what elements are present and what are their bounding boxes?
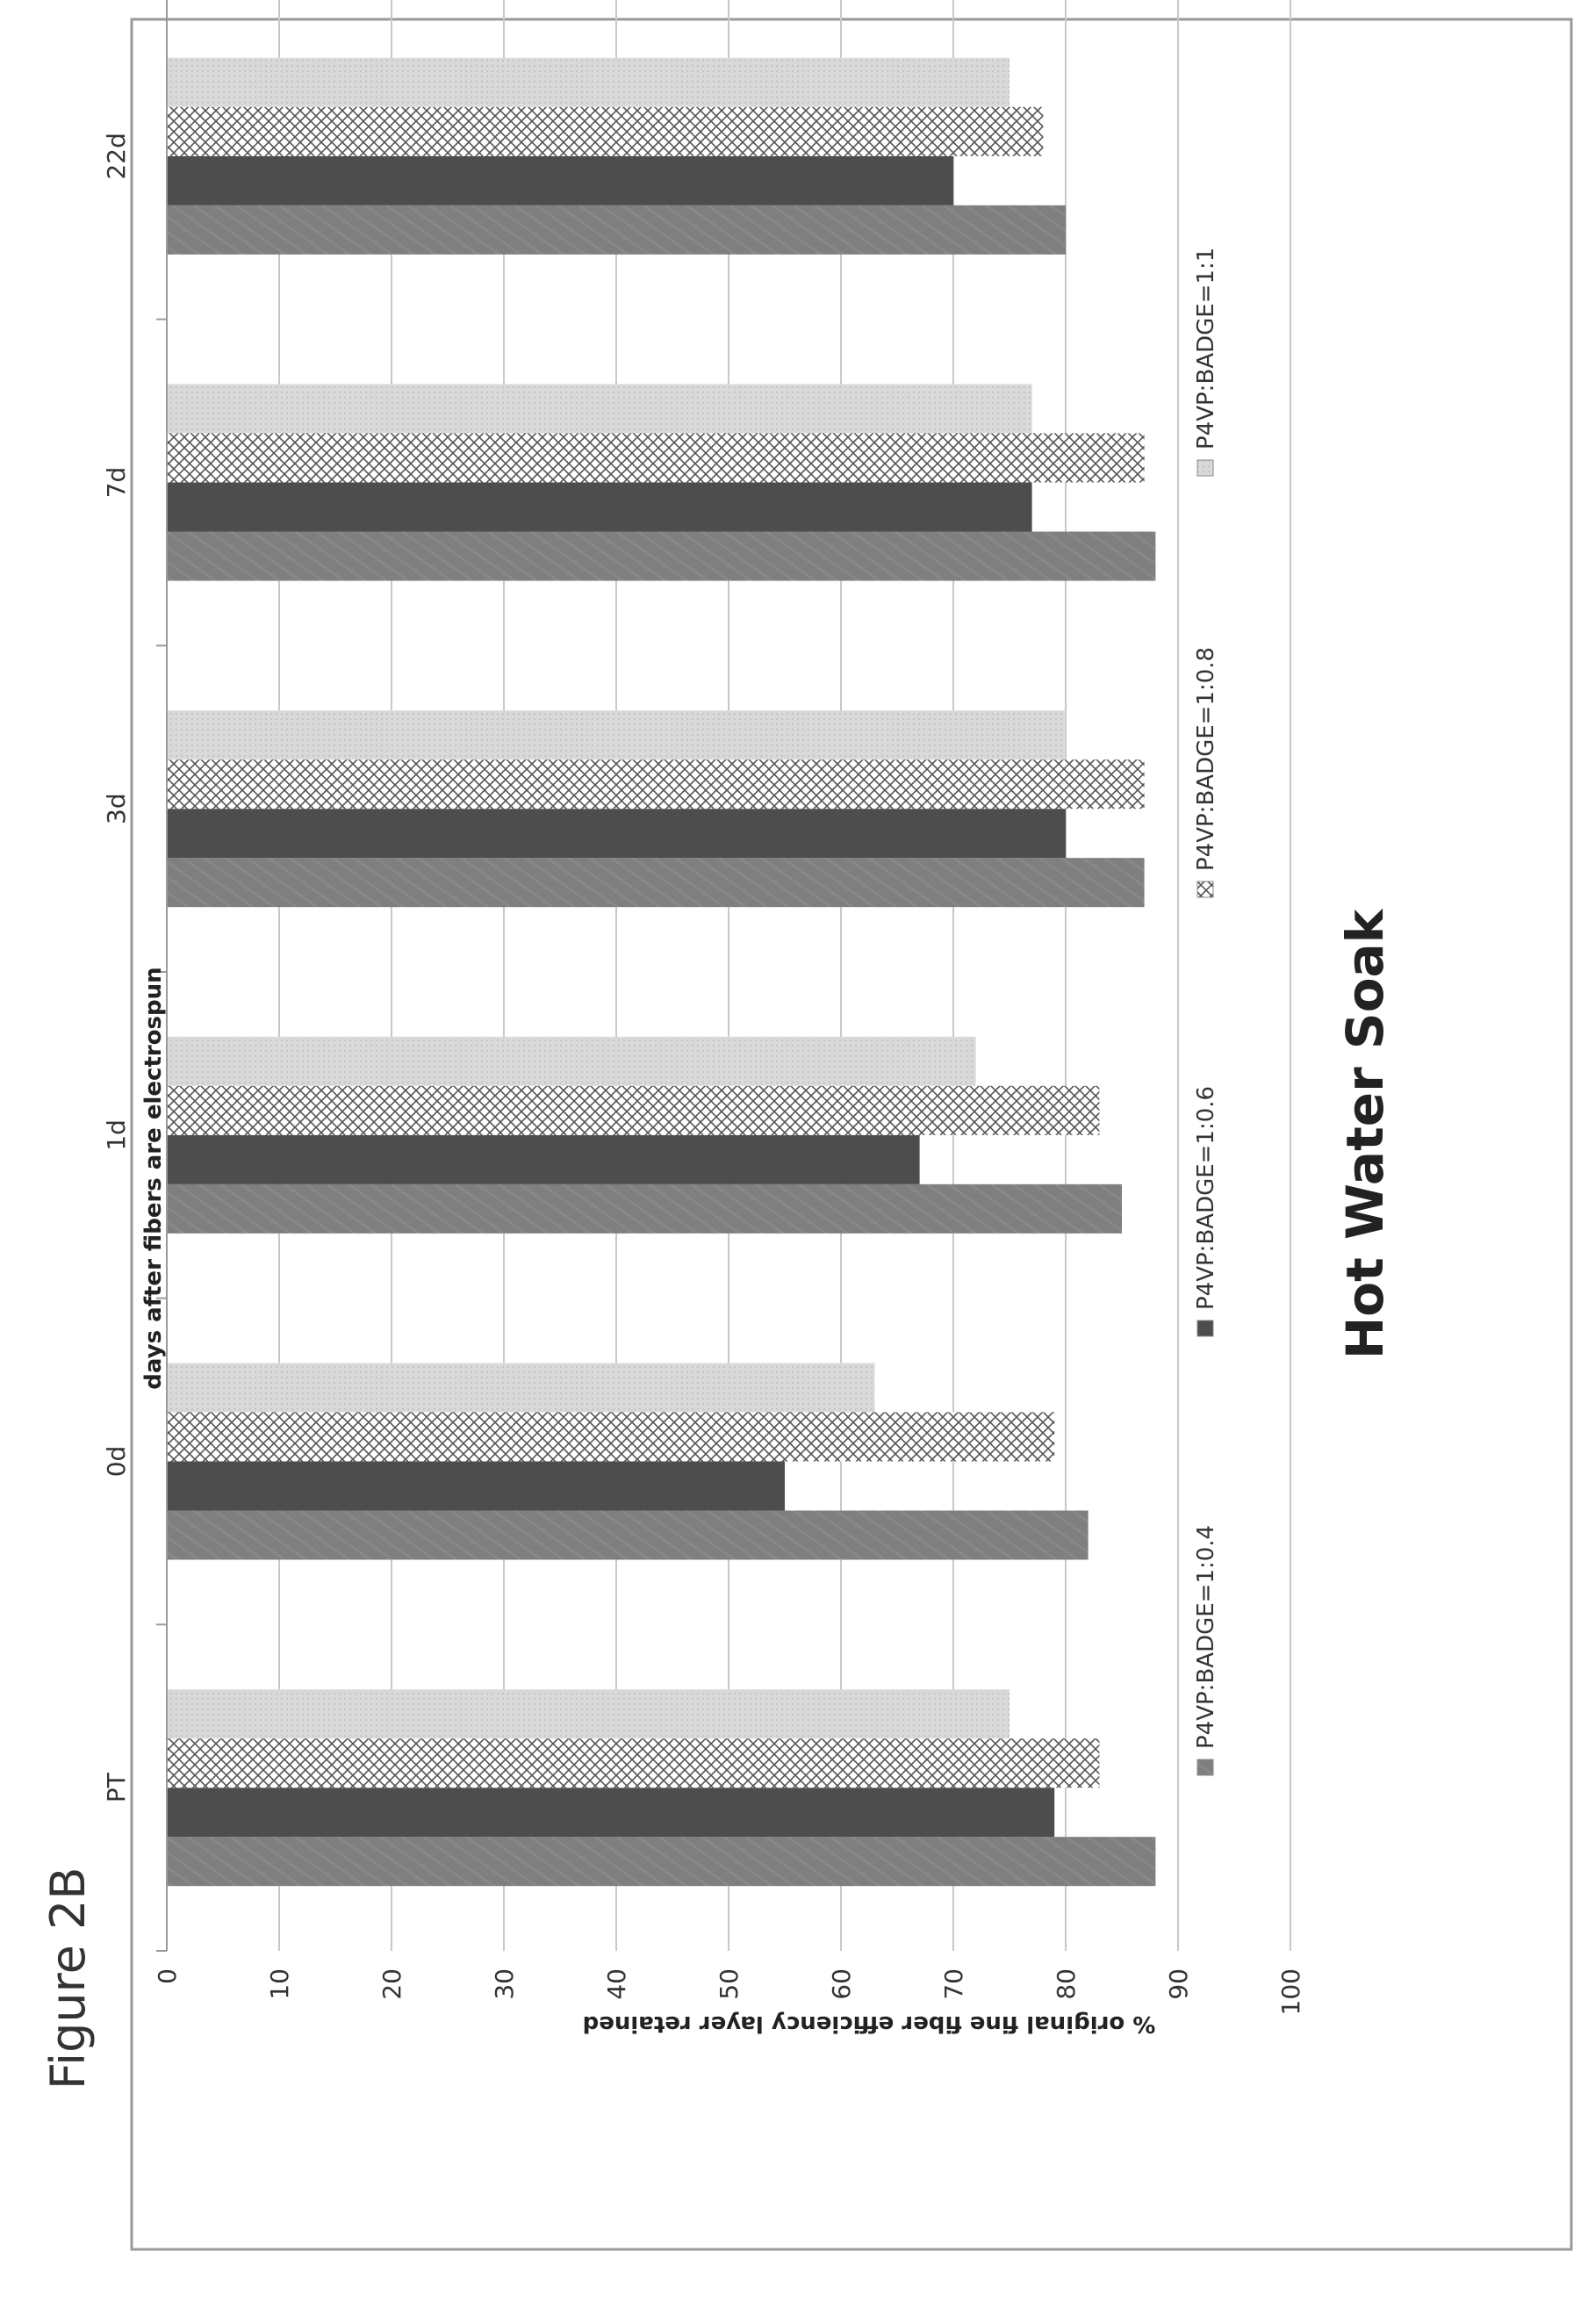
x-axis-title: days after fibers are electrospun xyxy=(140,967,167,1389)
y-tick-label: 90 xyxy=(1164,1968,1193,2000)
y-tick-label: 40 xyxy=(602,1968,631,2000)
bar xyxy=(167,155,953,205)
y-tick-label: 0 xyxy=(153,1968,182,1984)
legend-label: P4VP:BADGE=1:1 xyxy=(1193,248,1219,450)
chart-area: Hot Water Soak P4VP:BADGE=1:0.4P4VP:BADG… xyxy=(102,0,1395,2037)
bar xyxy=(167,809,1066,859)
x-tick-label: 7d xyxy=(102,467,131,499)
bar xyxy=(167,433,1145,483)
bar xyxy=(167,1036,976,1086)
y-tick-label: 100 xyxy=(1276,1968,1305,2015)
x-tick-label: PT xyxy=(102,1772,131,1802)
legend-label: P4VP:BADGE=1:0.8 xyxy=(1193,647,1219,871)
bar xyxy=(167,858,1145,908)
bar xyxy=(167,1363,875,1413)
legend-label: P4VP:BADGE=1:0.6 xyxy=(1193,1086,1219,1310)
y-tick-label: 70 xyxy=(939,1968,968,2000)
bar xyxy=(167,1788,1055,1838)
bar xyxy=(167,1412,1055,1462)
bar xyxy=(167,106,1044,156)
bar xyxy=(167,1134,920,1184)
bar xyxy=(167,384,1032,434)
x-tick-label: 1d xyxy=(102,1119,131,1151)
y-tick-label: 60 xyxy=(827,1968,856,2000)
chart-legend: P4VP:BADGE=1:0.4 P4VP:BADGE=1:0.6 P4VP:BAD… xyxy=(1193,248,1219,1776)
bar xyxy=(167,759,1145,809)
bar xyxy=(167,1738,1100,1788)
x-axis-ticks: PT 0d 1d 3d 7d 22d xyxy=(102,133,167,1952)
bar xyxy=(167,531,1156,581)
legend-swatch xyxy=(1196,459,1214,477)
bar xyxy=(167,1837,1156,1887)
y-tick-label: 30 xyxy=(490,1968,519,2000)
bar xyxy=(167,482,1032,532)
bar xyxy=(167,1689,1010,1739)
x-tick-label: 3d xyxy=(102,793,131,824)
y-tick-label: 10 xyxy=(265,1968,294,2000)
legend-swatch xyxy=(1196,881,1214,898)
legend-label: P4VP:BADGE=1:0.4 xyxy=(1193,1525,1219,1749)
y-axis-title: % original fine fiber efficiency layer r… xyxy=(583,2011,1156,2037)
bar xyxy=(167,57,1010,107)
legend-swatch xyxy=(1196,1320,1214,1337)
x-tick-label: 0d xyxy=(102,1446,131,1478)
bar xyxy=(167,205,1066,255)
bar xyxy=(167,1461,785,1511)
y-tick-label: 50 xyxy=(715,1968,744,2000)
figure-label: Figure 2B xyxy=(40,1867,96,2090)
chart-title: Hot Water Soak xyxy=(1335,908,1395,1359)
x-tick-label: 22d xyxy=(102,133,131,179)
chart-bars xyxy=(167,57,1156,1887)
bar xyxy=(167,1510,1089,1560)
y-axis-ticks: 0 10 20 30 40 50 60 70 80 90 100 xyxy=(153,1968,1305,2015)
bar xyxy=(167,710,1066,760)
bar xyxy=(167,1184,1122,1234)
bar xyxy=(167,1085,1100,1135)
y-tick-label: 80 xyxy=(1052,1968,1081,2000)
y-tick-label: 20 xyxy=(377,1968,406,2000)
legend-swatch xyxy=(1196,1759,1214,1776)
